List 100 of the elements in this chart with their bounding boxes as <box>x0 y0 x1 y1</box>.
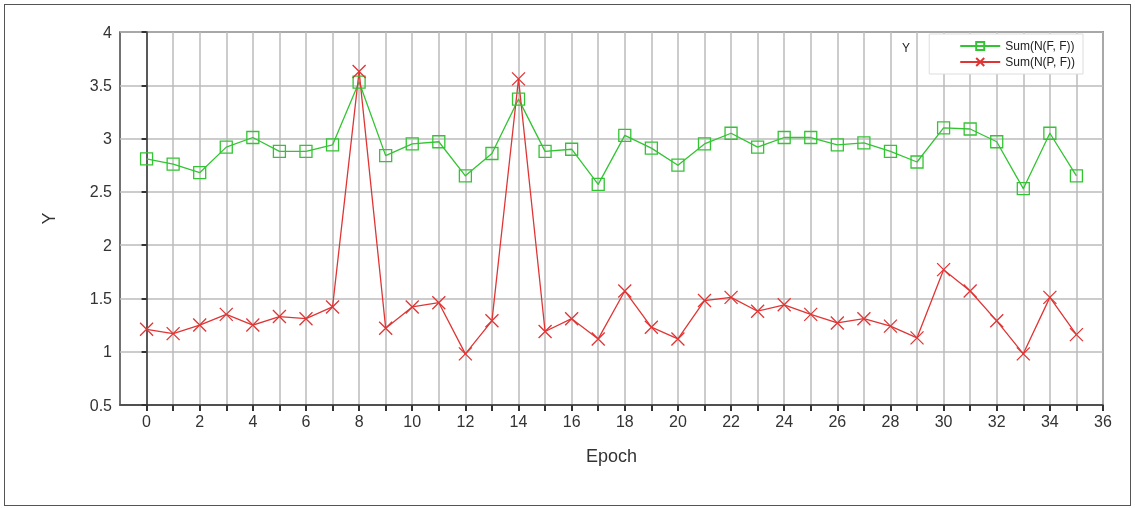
point <box>325 299 340 315</box>
point <box>591 177 605 192</box>
point <box>777 130 791 145</box>
point <box>750 304 765 319</box>
point <box>591 331 606 347</box>
point <box>910 155 924 169</box>
x-tick-label: 4 <box>248 412 258 430</box>
x-tick-label: 26 <box>828 412 847 430</box>
point <box>565 142 579 156</box>
x-tick-label: 36 <box>1094 412 1112 430</box>
y-tick-label: 1.5 <box>89 289 113 307</box>
point <box>219 140 233 154</box>
point <box>1042 290 1058 305</box>
point <box>219 307 234 322</box>
point <box>830 315 845 331</box>
point <box>670 331 686 347</box>
point <box>804 130 818 145</box>
point <box>193 166 207 180</box>
x-tick-label: 14 <box>509 412 528 430</box>
point <box>671 158 685 172</box>
point <box>936 121 951 135</box>
point <box>246 130 260 145</box>
x-tick-label: 18 <box>615 412 634 430</box>
point <box>618 128 632 143</box>
x-tick-label: 6 <box>301 412 311 430</box>
point <box>378 321 393 336</box>
point <box>405 137 419 151</box>
point <box>830 138 844 152</box>
point <box>1069 169 1084 183</box>
point <box>697 293 712 308</box>
point <box>564 311 579 326</box>
point <box>883 144 898 159</box>
x-tick-label: 2 <box>195 412 205 430</box>
point <box>139 152 154 166</box>
point <box>909 330 925 346</box>
point <box>405 299 420 315</box>
point <box>990 135 1004 149</box>
point <box>272 309 287 324</box>
point <box>617 283 632 299</box>
point <box>458 346 473 361</box>
x-tick-label: 34 <box>1040 412 1059 430</box>
legend-title: Y <box>902 41 911 55</box>
point <box>511 71 526 87</box>
point <box>963 122 977 136</box>
point <box>352 75 366 89</box>
point <box>644 141 658 155</box>
point <box>724 126 738 140</box>
point <box>538 144 552 159</box>
point <box>777 297 792 312</box>
point <box>245 317 260 333</box>
x-tick-label: 0 <box>142 412 152 430</box>
y-tick-label: 2 <box>103 236 113 254</box>
point <box>1069 327 1084 342</box>
point <box>431 295 446 310</box>
point <box>379 148 393 163</box>
point <box>1043 126 1057 140</box>
point <box>537 324 553 339</box>
point <box>1016 182 1030 196</box>
point <box>139 322 154 337</box>
point <box>351 64 367 79</box>
point <box>298 311 314 326</box>
point <box>484 313 500 328</box>
x-tick-label: 12 <box>456 412 475 430</box>
legend-label: Sum(N(P, F)) <box>1005 55 1075 69</box>
legend-label: Sum(N(F, F)) <box>1005 39 1075 53</box>
y-tick-label: 3 <box>103 130 113 148</box>
y-tick-label: 2.5 <box>89 183 113 201</box>
point <box>963 283 978 299</box>
point <box>989 313 1004 328</box>
x-tick-label: 16 <box>562 412 581 430</box>
point <box>485 146 499 161</box>
y-axis-title: Y <box>39 212 59 225</box>
x-tick-label: 10 <box>403 412 422 430</box>
point <box>936 262 951 277</box>
point <box>325 138 340 152</box>
x-tick-label: 8 <box>354 412 364 430</box>
y-tick-label: 4 <box>103 23 113 41</box>
x-tick-label: 28 <box>881 412 900 430</box>
point <box>166 157 180 171</box>
x-tick-label: 32 <box>987 412 1006 430</box>
x-tick-label: 30 <box>934 412 953 430</box>
x-tick-label: 22 <box>722 412 741 430</box>
point <box>856 311 872 326</box>
point <box>723 290 739 305</box>
x-tick-label: 20 <box>669 412 687 430</box>
point <box>165 326 181 341</box>
point <box>511 92 526 106</box>
point <box>750 140 765 154</box>
point <box>1016 346 1031 361</box>
point <box>272 144 287 159</box>
x-axis-title: Epoch <box>585 446 638 466</box>
point <box>192 317 207 333</box>
point <box>803 307 818 322</box>
x-tick-label: 24 <box>775 412 794 430</box>
y-tick-label: 0.5 <box>89 396 113 414</box>
point <box>644 320 659 335</box>
y-tick-label: 1 <box>103 343 113 361</box>
point <box>857 136 871 150</box>
point <box>299 144 313 159</box>
y-tick-label: 3.5 <box>89 76 113 94</box>
